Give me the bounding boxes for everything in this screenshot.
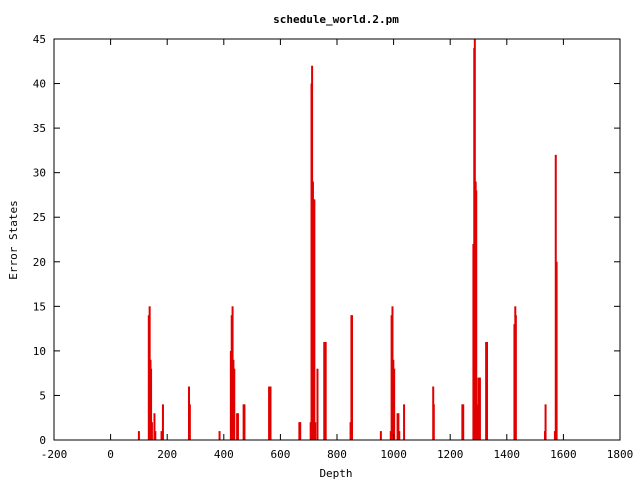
bar xyxy=(153,413,156,440)
x-tick-label: 0 xyxy=(107,448,114,461)
x-tick-label: 1600 xyxy=(550,448,577,461)
ticks-layer: -200 0 200 400 600 800 1000 1200 1400 1600 1800051… xyxy=(33,33,634,461)
bar xyxy=(314,422,317,440)
y-tick-label: 5 xyxy=(39,389,46,402)
bar xyxy=(269,386,272,440)
y-axis-label: Error States xyxy=(7,200,20,279)
y-tick-label: 25 xyxy=(33,211,46,224)
bar xyxy=(514,315,517,440)
x-tick-label: 1000 xyxy=(380,448,407,461)
bar xyxy=(324,341,327,440)
x-tick-label: 1400 xyxy=(494,448,521,461)
bar xyxy=(313,199,316,440)
y-tick-label: 10 xyxy=(33,345,46,358)
bar xyxy=(218,431,221,440)
bar xyxy=(478,377,481,440)
bar xyxy=(393,368,396,440)
y-tick-label: 20 xyxy=(33,256,46,269)
bar xyxy=(316,368,319,440)
y-tick-label: 35 xyxy=(33,122,46,135)
x-tick-label: 400 xyxy=(214,448,234,461)
bar xyxy=(150,368,153,440)
x-axis-label: Depth xyxy=(319,467,352,480)
y-tick-label: 0 xyxy=(39,434,46,447)
chart-title: schedule_world.2.pm xyxy=(273,13,399,26)
bar xyxy=(188,404,191,440)
bar xyxy=(160,431,163,440)
bar xyxy=(379,431,382,440)
bar xyxy=(233,368,236,440)
bar xyxy=(475,190,478,440)
x-tick-label: 1200 xyxy=(437,448,464,461)
y-tick-label: 45 xyxy=(33,33,46,46)
bar xyxy=(397,413,400,440)
bar xyxy=(432,404,435,440)
bars-layer xyxy=(137,39,558,440)
plot-frame xyxy=(53,38,621,441)
bar xyxy=(236,413,239,440)
bar xyxy=(403,404,406,440)
x-tick-label: 800 xyxy=(327,448,347,461)
bar xyxy=(154,431,157,440)
y-tick-label: 40 xyxy=(33,78,46,91)
y-tick-label: 15 xyxy=(33,300,46,313)
bar xyxy=(243,404,246,440)
bar xyxy=(544,404,547,440)
x-tick-label: -200 xyxy=(41,448,68,461)
bar xyxy=(555,261,558,440)
bar xyxy=(150,422,153,440)
bar xyxy=(398,431,401,440)
bar xyxy=(351,315,353,440)
bar xyxy=(299,422,302,440)
bar xyxy=(485,341,488,440)
y-tick-label: 30 xyxy=(33,167,46,180)
x-tick-label: 1800 xyxy=(607,448,634,461)
bar xyxy=(462,404,465,440)
bar xyxy=(137,431,140,440)
x-tick-label: 600 xyxy=(270,448,290,461)
x-tick-label: 200 xyxy=(157,448,177,461)
bar xyxy=(161,404,164,440)
